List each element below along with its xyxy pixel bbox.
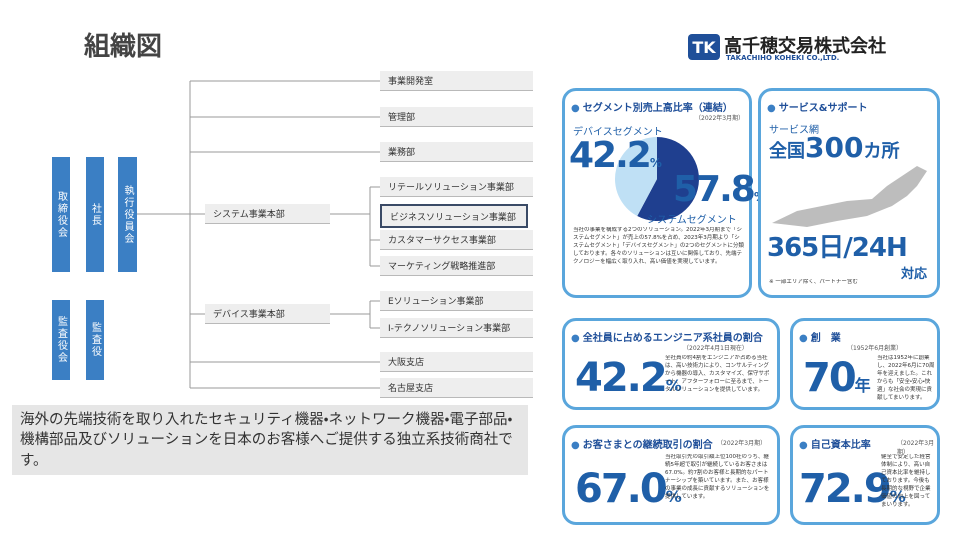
service-label: サービス網 (769, 125, 819, 136)
panel-period: （2022年3月期） (897, 440, 935, 456)
service-hours: 365日/24H (767, 233, 908, 263)
panel-title: 自己資本比率 (799, 436, 871, 451)
department: マーケティング戦略推進部 (380, 256, 533, 276)
engineers-panel: 全社員に占めるエンジニア系社員の割合 （2022年4月1日現在） 42.2% 全… (562, 318, 780, 410)
pie-slice (637, 137, 699, 221)
retention-panel: お客さまとの継続取引の割合 （2022年3月期） 67.0% 当社取引先の取引額… (562, 425, 780, 525)
pie-slice (615, 137, 657, 217)
text: 全国 (769, 141, 805, 162)
unit: % (665, 487, 682, 506)
department: I-テクノソリューション事業部 (380, 318, 533, 338)
text: 300 (805, 131, 864, 164)
panel-text: 当社取引先の取引額上位100社のうち、継続5年超で取引が継続しているお客さまは6… (665, 454, 770, 500)
slice-value-number: 57.8 (673, 169, 756, 210)
founded-panel: 創 業 （1952年6月創業） 70年 当社は1952年に創業し、2022年6月… (790, 318, 940, 410)
slice-value: 57.8% (673, 169, 766, 210)
unit: 年 (854, 376, 871, 395)
slice-value-number: 42.2 (569, 135, 652, 176)
unit: % (889, 487, 906, 506)
panel-note: ※ 一部エリア除く、パートナー含む (769, 279, 858, 285)
stat-value: 67.0 (575, 466, 668, 512)
department: 事業開発室 (380, 71, 533, 91)
description: 海外の先端技術を取り入れたセキュリティ機器・ネットワーク機器・電子部品・機構部品… (12, 405, 528, 475)
stat: 70年 (803, 355, 871, 401)
panel-period: （1952年6月創業） (847, 345, 903, 352)
unit: % (649, 156, 662, 170)
stat: 72.9% (799, 466, 906, 512)
logo-mark: TK (688, 34, 720, 60)
department: 管理部 (380, 107, 533, 127)
equity-panel: 自己資本比率 （2022年3月期） 72.9% 健全で安定した経営体制により、高… (790, 425, 940, 525)
department: ビジネスソリューション事業部 (380, 204, 528, 228)
panel-text: 健全で安定した経営体制により、高い自己資本比率を維持しております。今後も長期的な… (881, 454, 931, 508)
branch: 大阪支店 (380, 352, 533, 372)
panel-title: お客さまとの継続取引の割合 (571, 436, 713, 451)
panel-period: （2022年4月1日現在） (683, 345, 748, 352)
org-box: 社長 (86, 157, 104, 272)
panel-period: （2022年3月期） (717, 440, 767, 447)
panel-title: サービス&サポート (767, 99, 868, 114)
slice-value: 42.2% (569, 135, 662, 176)
panel-title: セグメント別売上高比率（連結） (571, 99, 733, 114)
japan-map (772, 166, 927, 227)
department: カスタマーサクセス事業部 (380, 230, 533, 250)
slide-title: 組織図 (84, 32, 163, 62)
logo-name-en: TAKACHIHO KOHEKI CO.,LTD. (726, 54, 840, 62)
stat-value: 72.9 (799, 466, 892, 512)
panel-title: 全社員に占めるエンジニア系社員の割合 (571, 329, 763, 344)
stat: 42.2% (575, 355, 682, 401)
stat: 67.0% (575, 466, 682, 512)
slice-name: デバイスセグメント (573, 127, 663, 138)
slice-name: システムセグメント (647, 215, 737, 226)
panel-text: 全社員の約4割をエンジニアが占める当社は、高い技術力により、コンサルティングから… (665, 355, 770, 393)
division: デバイス事業本部 (205, 304, 330, 324)
service-panel: サービス&サポート サービス網 全国300カ所 365日/24H 対応 ※ 一部… (758, 88, 940, 298)
panel-title: 創 業 (799, 329, 841, 344)
logo-name: 高千穂交易株式会社 (724, 36, 886, 57)
stat-value: 70 (803, 355, 857, 401)
org-box: 監査役会 (52, 300, 70, 380)
segment-panel: セグメント別売上高比率（連結） （2022年3月期） デバイスセグメント 42.… (562, 88, 766, 298)
service-count: 全国300カ所 (769, 131, 899, 164)
service-support: 対応 (901, 267, 928, 282)
panel-period: （2022年3月期） (695, 115, 745, 122)
text: カ所 (863, 141, 900, 162)
org-box: 取締役会 (52, 157, 70, 272)
department: Eソリューション事業部 (380, 291, 533, 311)
panel-text: 当社は1952年に創業し、2022年6月に70周年を迎えました。これからも「安全… (877, 355, 935, 401)
pie (615, 137, 699, 221)
department: 業務部 (380, 142, 533, 162)
branch: 名古屋支店 (380, 378, 533, 398)
division: システム事業本部 (205, 204, 330, 224)
org-box: 執行役員会 (118, 157, 137, 272)
panel-text: 当社の事業を構成する2つのソリューション。2022年3月期まで「システムセグメン… (573, 227, 744, 265)
org-box: 監査役 (86, 300, 104, 380)
unit: % (665, 376, 682, 395)
stat-value: 42.2 (575, 355, 668, 401)
department: リテールソリューション事業部 (380, 177, 533, 197)
